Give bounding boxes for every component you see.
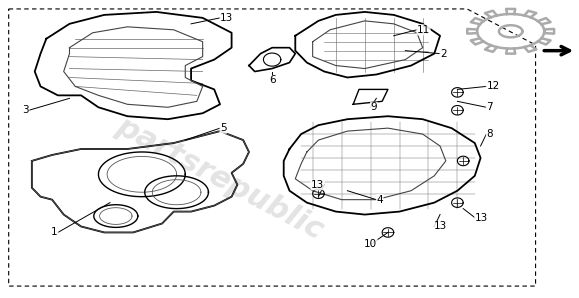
Text: 8: 8 bbox=[486, 129, 493, 139]
Text: 4: 4 bbox=[376, 195, 383, 205]
Text: 5: 5 bbox=[220, 123, 226, 133]
Text: 3: 3 bbox=[23, 105, 29, 115]
Text: 13: 13 bbox=[475, 212, 488, 223]
Text: partsrepublic: partsrepublic bbox=[111, 112, 329, 246]
Text: 12: 12 bbox=[486, 81, 500, 91]
Text: 6: 6 bbox=[269, 75, 276, 86]
Text: 2: 2 bbox=[440, 49, 446, 59]
Text: 1: 1 bbox=[52, 227, 58, 238]
Text: 7: 7 bbox=[486, 102, 493, 112]
Text: 10: 10 bbox=[364, 239, 377, 249]
Text: 9: 9 bbox=[371, 102, 377, 112]
Text: 13: 13 bbox=[311, 180, 324, 190]
Text: 13: 13 bbox=[434, 221, 448, 232]
Text: 13: 13 bbox=[220, 13, 233, 23]
Text: 11: 11 bbox=[417, 25, 430, 35]
